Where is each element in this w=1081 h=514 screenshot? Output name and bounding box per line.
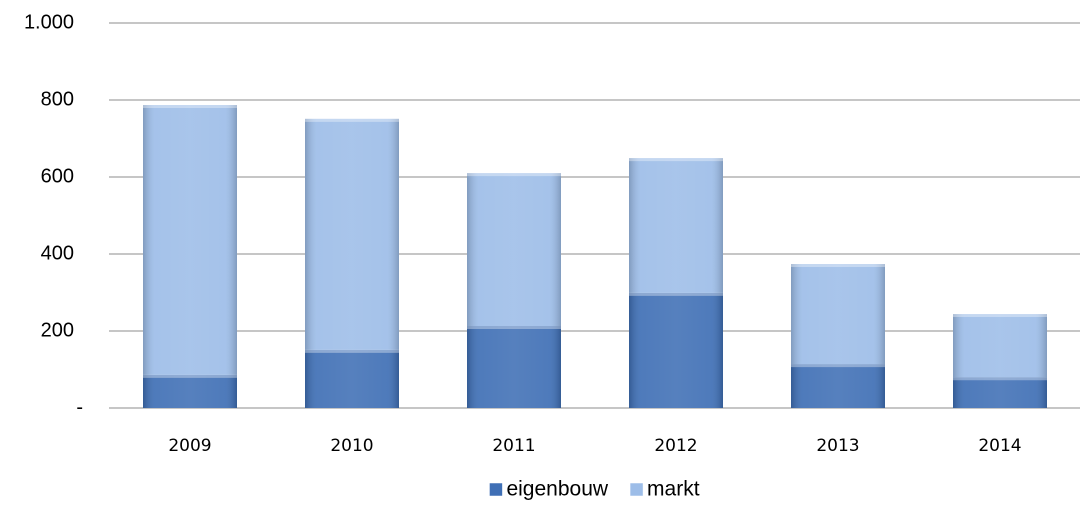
bar-shade [791, 264, 885, 365]
legend-swatch [489, 482, 503, 497]
bar-shade [629, 292, 723, 408]
bar-shade [629, 158, 723, 293]
y-tick-label: 400 [41, 242, 74, 264]
x-tick-label: 2009 [168, 436, 211, 456]
x-tick-label: 2013 [816, 436, 859, 456]
y-tick-label: 1.000 [24, 11, 74, 33]
x-tick-label: 2011 [492, 436, 535, 456]
bar-shade [467, 325, 561, 408]
y-tick-label: 800 [41, 88, 74, 110]
legend-swatch [629, 482, 644, 497]
y-tick-label: - [76, 396, 83, 418]
x-tick-label: 2014 [978, 436, 1021, 456]
x-tick-label: 2010 [330, 436, 373, 456]
bar-shade [791, 364, 885, 408]
bar-shade [953, 377, 1047, 408]
y-tick-label: 200 [41, 319, 74, 341]
bar-shade [953, 314, 1047, 378]
bar-shade [305, 349, 399, 408]
legend-label: eigenbouw [506, 478, 608, 501]
bar-shade [143, 105, 237, 375]
legend-label: markt [647, 478, 700, 501]
y-tick-label: 600 [41, 165, 74, 187]
x-tick-label: 2012 [654, 436, 697, 456]
bar-shade [143, 374, 237, 408]
bar-shade [305, 118, 399, 350]
bar-shade [467, 173, 561, 326]
